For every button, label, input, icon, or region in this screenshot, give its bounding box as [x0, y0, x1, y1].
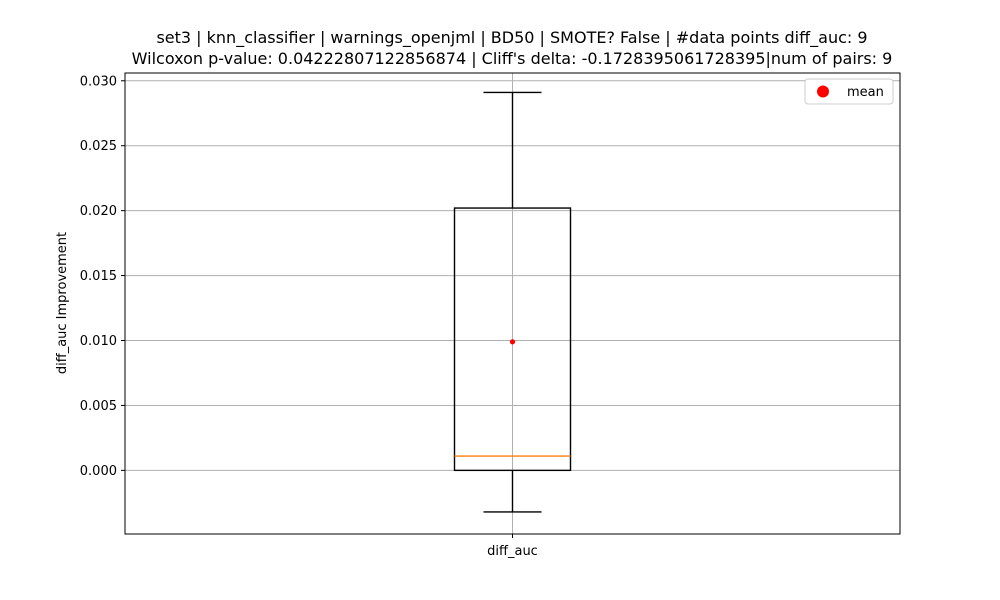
- y-tick-label: 0.015: [80, 269, 117, 284]
- x-axis: diff_auc: [487, 534, 538, 559]
- y-tick-label: 0.025: [80, 139, 117, 154]
- legend-frame: [804, 78, 894, 105]
- y-axis-label: diff_auc Improvement: [55, 232, 70, 374]
- y-tick-label: 0.005: [80, 399, 117, 414]
- y-tick-label: 0.000: [80, 464, 117, 479]
- plot-layer: [453, 91, 572, 513]
- box-iqr: [453, 207, 572, 472]
- mean-marker: [509, 339, 516, 345]
- legend-mean-marker: [817, 85, 829, 98]
- y-axis: 0.000 0.005 0.010 0.015 0.020 0.025 0.030: [80, 74, 125, 479]
- x-tick-label: diff_auc: [487, 544, 538, 559]
- y-tick-label: 0.020: [80, 204, 117, 219]
- y-tick-label: 0.030: [80, 74, 117, 89]
- y-tick-label: 0.010: [80, 334, 117, 349]
- legend-mean-label: mean: [847, 85, 884, 100]
- chart-title-line-1: set3 | knn_classifier | warnings_openjml…: [156, 28, 867, 48]
- legend: mean: [804, 78, 894, 105]
- chart-title-line-2: Wilcoxon p-value: 0.04222807122856874 | …: [132, 49, 893, 68]
